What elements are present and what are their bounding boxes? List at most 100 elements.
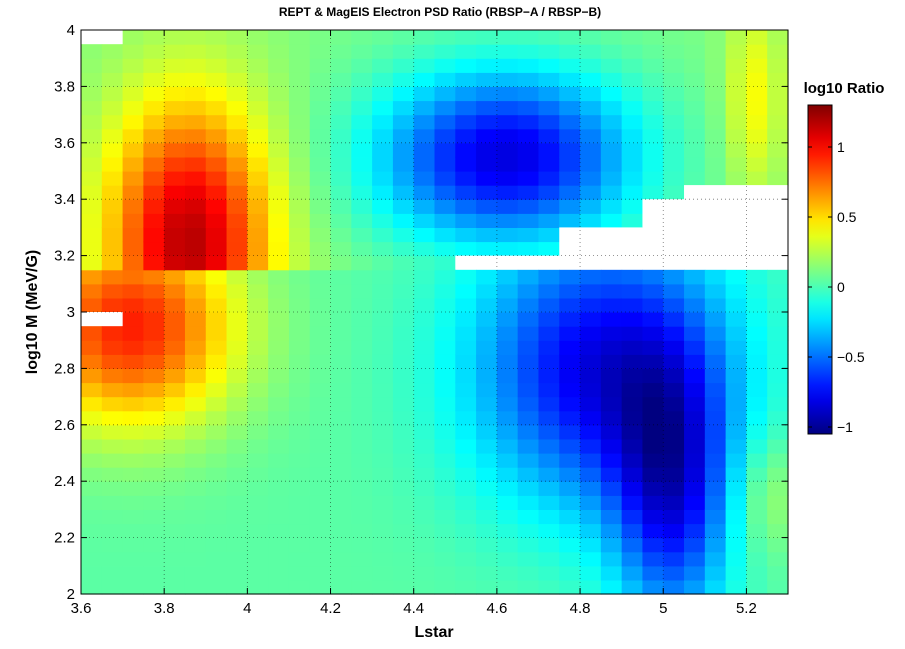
heatmap-cell [143,171,165,186]
colorbar-tick-label: 0.5 [837,209,857,225]
heatmap-cell [517,227,540,243]
heatmap-cell [330,199,352,214]
heatmap-cell [746,114,768,130]
y-tick-label: 3.6 [54,135,75,152]
heatmap-cell [621,368,644,384]
heatmap-cell [684,467,706,482]
heatmap-cell [559,565,581,581]
heatmap-cell [559,537,581,553]
heatmap-cell [122,58,144,73]
heatmap-cell [122,438,144,454]
heatmap-cell [288,255,311,271]
heatmap-cell [621,86,644,102]
heatmap-cell [580,354,602,369]
heatmap-cell [122,297,144,313]
heatmap-cell [392,495,415,510]
heatmap-cell [122,171,144,186]
heatmap-cell [600,551,623,567]
heatmap-cell [205,368,228,384]
heatmap-cell [164,297,186,313]
heatmap-cell [392,255,415,271]
heatmap-cell [205,114,228,130]
heatmap-cell [517,368,540,384]
heatmap-cell [330,438,352,454]
heatmap-cell [330,72,352,87]
heatmap-cell [517,171,540,186]
heatmap-cell [330,213,352,228]
heatmap-cell [517,509,540,525]
heatmap-cell [704,481,727,496]
y-tick-label: 2.2 [54,530,75,547]
heatmap-cell [476,213,498,228]
x-tick-label: 3.6 [71,600,92,617]
heatmap-cell [434,44,456,59]
heatmap-cell [621,523,644,539]
heatmap-cell [226,579,248,595]
heatmap-cell [205,58,228,73]
heatmap-cell [309,241,332,257]
heatmap-cell [434,481,456,496]
heatmap-cell [621,424,644,440]
heatmap-cell [205,30,228,45]
heatmap-cell [330,453,352,468]
heatmap-cell [517,340,540,355]
heatmap-cell [434,185,456,200]
heatmap-cell [476,44,498,59]
heatmap-cell [372,283,394,299]
heatmap-cell [101,495,124,510]
heatmap-cell [704,579,727,595]
heatmap-cell [663,297,685,313]
heatmap-cell [81,86,103,102]
heatmap-cell [184,551,207,567]
heatmap-cell [559,86,581,102]
heatmap-cell [580,467,602,482]
heatmap-cell [143,86,165,102]
heatmap-cell [434,142,456,158]
heatmap-cell [81,453,103,468]
heatmap-cell [600,410,623,426]
heatmap-cell [559,467,581,482]
heatmap-cell [434,368,456,384]
heatmap-cell [621,185,644,200]
heatmap-cell [247,114,269,130]
heatmap-cell [704,410,727,426]
heatmap-cell [122,199,144,214]
heatmap-cell [247,467,269,482]
heatmap-cell [205,171,228,186]
heatmap-cell [663,481,685,496]
heatmap-cell [143,255,165,271]
heatmap-cell [663,453,685,468]
heatmap-cell [184,227,207,243]
heatmap-cell [413,523,436,539]
heatmap-cell [538,410,560,426]
heatmap-cell [351,396,373,412]
heatmap-cell [101,213,124,228]
heatmap-cell [746,410,768,426]
heatmap-cell [580,312,602,327]
heatmap-cell [663,128,685,144]
heatmap-cell [600,537,623,553]
heatmap-cell [226,565,248,581]
heatmap-cell [476,481,498,496]
heatmap-cell [164,509,186,525]
heatmap-cell [330,128,352,144]
heatmap-cell [559,142,581,158]
heatmap-cell [663,171,685,186]
missing-data-region [81,30,123,45]
heatmap-cell [580,213,602,228]
heatmap-cell [330,396,352,412]
heatmap-cell [642,396,664,412]
heatmap-cell [538,565,560,581]
heatmap-cell [600,199,623,214]
heatmap-cell [143,523,165,539]
heatmap-cell [559,495,581,510]
heatmap-cell [725,269,748,285]
heatmap-cell [81,326,103,341]
heatmap-cell [143,213,165,228]
heatmap-cell [330,86,352,102]
heatmap-cell [122,537,144,553]
heatmap-cell [663,396,685,412]
heatmap-cell [746,30,768,45]
missing-data-regions [81,30,788,327]
heatmap-cell [704,114,727,130]
